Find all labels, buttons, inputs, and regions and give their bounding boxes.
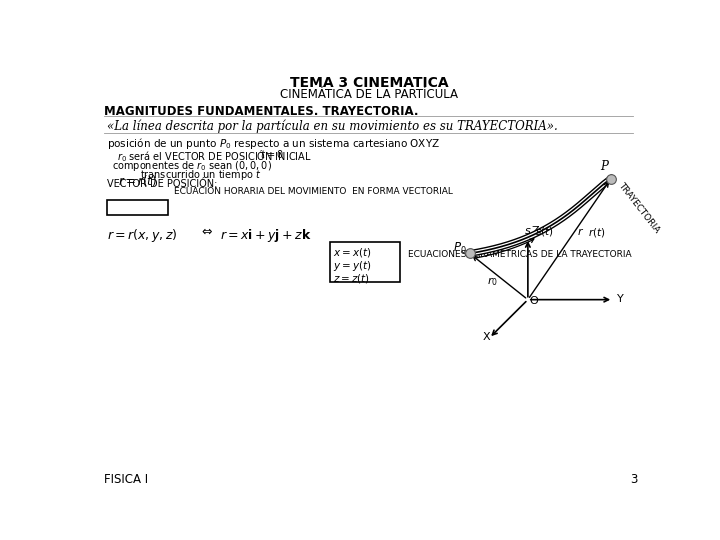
Text: VECTOR DE POSICIÓN:: VECTOR DE POSICIÓN: [107, 179, 217, 189]
Text: $r_0$: $r_0$ [487, 275, 498, 288]
Text: «La línea descrita por la partícula en su movimiento es su TRAYECTORIA».: «La línea descrita por la partícula en s… [107, 119, 558, 133]
Text: $r_0$ será el VECTOR DE POSICIÓN INICIAL: $r_0$ será el VECTOR DE POSICIÓN INICIAL [117, 148, 312, 164]
Text: $s$: $s$ [524, 226, 531, 236]
Text: $r(t)$: $r(t)$ [588, 226, 606, 239]
Text: 3: 3 [630, 473, 637, 486]
Text: $x = x(t)$: $x = x(t)$ [333, 246, 372, 259]
Text: O: O [529, 295, 538, 306]
Text: CINEMÁTICA DE LA PARTÍCULA: CINEMÁTICA DE LA PARTÍCULA [280, 88, 458, 101]
Text: $z = z(t)$: $z = z(t)$ [333, 272, 370, 285]
Text: transcurrido un tiempo $t$: transcurrido un tiempo $t$ [140, 168, 262, 182]
Text: $r  =  r(t)$: $r = r(t)$ [118, 173, 157, 188]
Text: $\Leftrightarrow$: $\Leftrightarrow$ [191, 226, 220, 240]
Text: Y: Y [617, 294, 624, 304]
Text: posición de un punto $P_0$ respecto a un sistema cartesiano OXYZ: posición de un punto $P_0$ respecto a un… [107, 137, 440, 151]
Text: $r$: $r$ [577, 226, 584, 238]
Text: $P_0$: $P_0$ [453, 241, 467, 256]
Bar [107, 200, 168, 215]
Text: ECUACIONES PARAMÉTRICAS DE LA TRAYECTORIA: ECUACIONES PARAMÉTRICAS DE LA TRAYECTORI… [408, 249, 631, 259]
Text: $r = x\mathbf{i} + y\mathbf{j} + z\mathbf{k}$: $r = x\mathbf{i} + y\mathbf{j} + z\mathb… [220, 226, 312, 244]
Text: $t = 0$: $t = 0$ [245, 148, 284, 160]
Text: FISICA I: FISICA I [104, 473, 148, 486]
Text: X: X [483, 333, 490, 342]
Text: $r = r(x, y, z)$: $r = r(x, y, z)$ [107, 226, 178, 244]
Bar [330, 242, 400, 282]
Text: TEMA 3 CINEMATICA: TEMA 3 CINEMATICA [289, 76, 449, 90]
Text: $y = y(t)$: $y = y(t)$ [333, 259, 372, 273]
Text: MAGNITUDES FUNDAMENTALES. TRAYECTORIA.: MAGNITUDES FUNDAMENTALES. TRAYECTORIA. [104, 105, 418, 118]
Text: componentes de $r_0$ sean $(0, 0, 0)$: componentes de $r_0$ sean $(0, 0, 0)$ [112, 159, 271, 173]
Text: TRAYECTORIA: TRAYECTORIA [617, 181, 662, 235]
Text: P: P [600, 159, 608, 172]
Text: ECUACIÓN HORARIA DEL MOVIMIENTO  EN FORMA VECTORIAL: ECUACIÓN HORARIA DEL MOVIMIENTO EN FORMA… [174, 187, 453, 196]
Text: $s(t)$: $s(t)$ [535, 225, 554, 238]
Text: Z: Z [532, 226, 539, 236]
